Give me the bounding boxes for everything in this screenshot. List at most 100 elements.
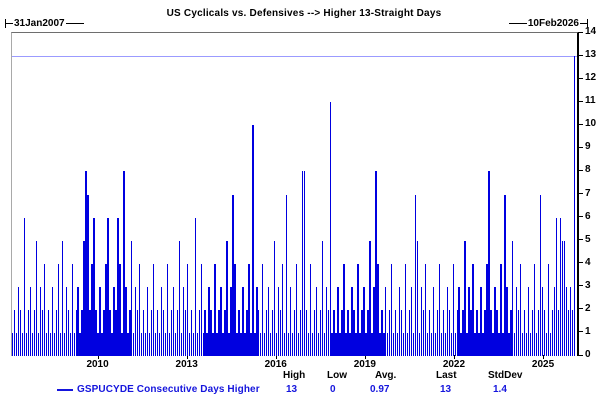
bar-slot (470, 33, 472, 356)
bar (208, 286, 210, 356)
bar (242, 286, 244, 356)
bar-slot (148, 33, 151, 356)
y-tick-mark (578, 54, 583, 56)
bar-slot (140, 33, 143, 356)
bar (59, 332, 62, 356)
bar-slot (389, 33, 391, 356)
bar-slot (363, 33, 365, 356)
bar-slot (29, 33, 32, 356)
bar-slot (67, 33, 70, 356)
bar (264, 332, 266, 356)
bar-slot (452, 33, 455, 356)
bar-slot (69, 33, 72, 356)
bar-slot (329, 33, 332, 356)
bar (210, 309, 212, 356)
bar (27, 309, 30, 356)
bar-slot (264, 33, 266, 356)
bar (398, 286, 401, 356)
bar-slot (311, 33, 314, 356)
bar (498, 332, 500, 356)
bar (273, 240, 276, 356)
bar-slot (396, 33, 399, 356)
bar (29, 286, 32, 356)
bar-slot (73, 33, 76, 356)
bar (115, 309, 117, 356)
bar-slot (81, 33, 83, 356)
bar-slot (283, 33, 286, 356)
bar (111, 332, 113, 356)
bar (325, 286, 327, 356)
bar-slot (555, 33, 558, 356)
bar (73, 332, 75, 356)
bar-slot (154, 33, 157, 356)
bar (341, 309, 343, 356)
bar (297, 332, 300, 356)
bar (43, 263, 46, 356)
bar (476, 309, 478, 356)
date-range-start: 31Jan2007 (5, 17, 84, 29)
bar (420, 286, 423, 356)
bar-slot (365, 33, 367, 356)
date-start-dash (6, 22, 13, 24)
bar-slot (319, 33, 322, 356)
bar-slot (488, 33, 490, 356)
bar (250, 332, 252, 356)
bar-slot (438, 33, 441, 356)
bar-slot (543, 33, 546, 356)
bar-slot (53, 33, 56, 356)
stat-value-low: 0 (330, 384, 336, 395)
bar-slot (133, 33, 135, 356)
bar (256, 286, 258, 356)
bar-slot (186, 33, 189, 356)
bar-slot (525, 33, 528, 356)
bar (12, 332, 14, 356)
bar (391, 263, 393, 356)
bar (335, 332, 337, 356)
stat-value-stddev: 1.4 (493, 384, 507, 395)
bar-slot (450, 33, 453, 356)
bar-slot (246, 33, 248, 356)
bar (224, 309, 226, 356)
bar (317, 332, 320, 356)
bar (400, 309, 403, 356)
bar (486, 263, 488, 356)
bar-slot (202, 33, 205, 356)
bar-slot (331, 33, 333, 356)
bar-slot (404, 33, 407, 356)
bar-slot (551, 33, 554, 356)
bar (383, 332, 385, 356)
bar-slot (271, 33, 274, 356)
bar-slot (565, 33, 568, 356)
bar (204, 309, 206, 356)
bar-slot (190, 33, 193, 356)
y-tick-mark (578, 354, 583, 356)
bar-slot (142, 33, 145, 356)
bar-slot (200, 33, 203, 356)
bar (309, 263, 312, 356)
bar (180, 332, 183, 356)
bar-slot (492, 33, 494, 356)
bar-slot (502, 33, 504, 356)
bar (327, 309, 329, 356)
bar (458, 286, 460, 356)
bar (101, 332, 103, 356)
bar (190, 309, 193, 356)
bar-slot (341, 33, 343, 356)
bar-slot (303, 33, 306, 356)
bar-slot (460, 33, 462, 356)
bar-slot (269, 33, 272, 356)
bar-slot (93, 33, 95, 356)
bar (563, 240, 566, 356)
stat-value-avg: 0.97 (370, 384, 390, 395)
bar-slot (301, 33, 304, 356)
bar (89, 309, 91, 356)
bar (248, 263, 250, 356)
bar (269, 332, 272, 356)
bar-slot (289, 33, 292, 356)
bar-slot (464, 33, 466, 356)
bar-slot (367, 33, 369, 356)
bar-slot (373, 33, 375, 356)
bar-slot (436, 33, 439, 356)
y-tick-label: 12 (585, 72, 597, 84)
bar (319, 309, 321, 356)
